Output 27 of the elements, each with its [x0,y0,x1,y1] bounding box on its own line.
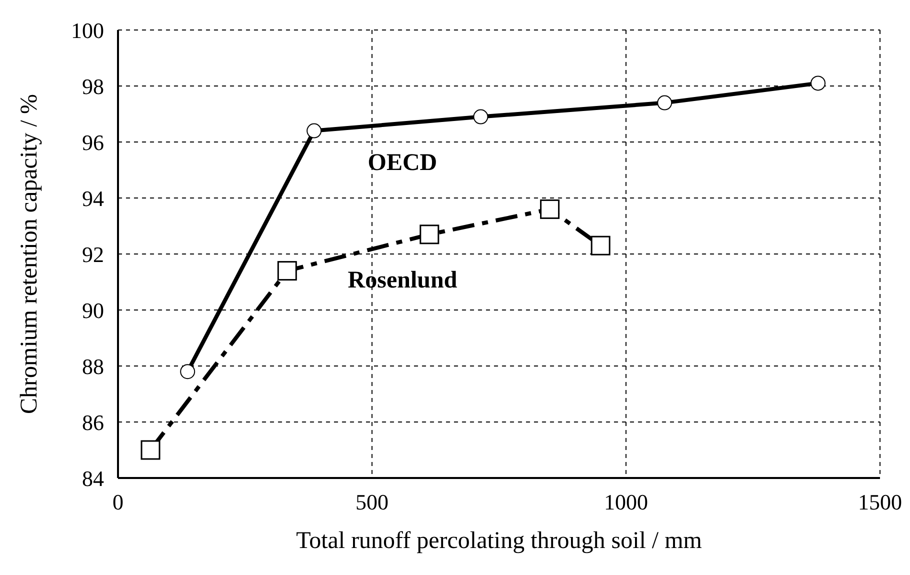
y-tick-label: 86 [82,410,104,435]
x-axis-title: Total runoff percolating through soil / mm [296,528,702,554]
y-tick-label: 96 [82,130,104,155]
y-tick-label: 98 [82,74,104,99]
point [306,123,322,138]
point [810,76,826,91]
point [277,261,297,281]
x-tick-label: 500 [356,490,388,515]
y-tick-label: 92 [82,242,104,267]
point [420,224,440,244]
y-axis-title: Chromium retention capacity / % [16,94,43,414]
point [540,199,560,219]
y-tick-label: 88 [82,354,104,379]
series-label: Rosenlund [348,268,458,294]
x-tick-label: 1500 [858,490,902,515]
point [657,95,672,110]
x-tick-label: 0 [112,490,124,515]
point [180,364,196,380]
point [140,440,160,460]
y-tick-label: 90 [82,298,104,323]
series-label: OECD [368,150,438,176]
point [473,109,488,124]
point [590,236,610,256]
y-tick-label: 100 [71,18,104,43]
y-tick-label: 94 [82,186,104,211]
y-tick-label: 84 [82,466,104,491]
x-tick-label: 1000 [604,490,648,515]
